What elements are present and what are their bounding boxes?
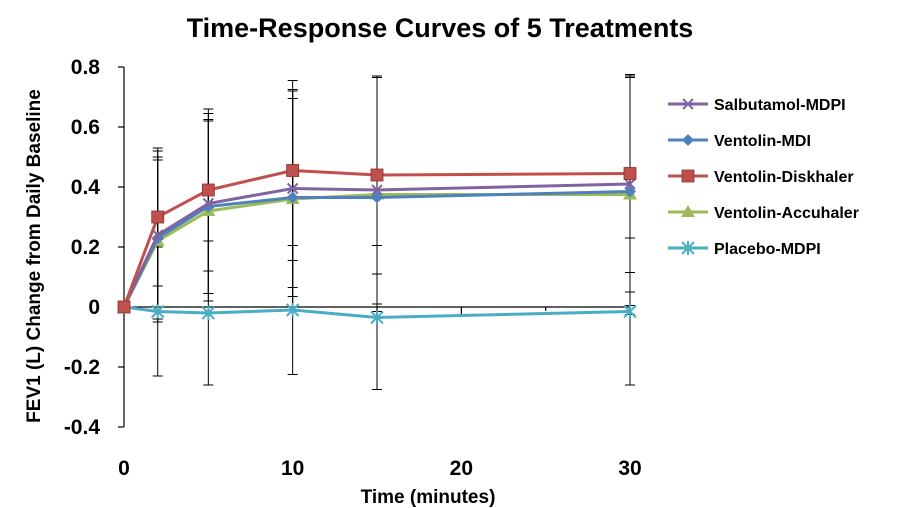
- legend-marker: [681, 169, 695, 183]
- data-point: [623, 304, 637, 319]
- data-point: [286, 191, 299, 204]
- legend-label: Placebo-MDPI: [714, 241, 821, 258]
- data-point: [371, 191, 383, 204]
- legend-label: Ventolin-Accuhaler: [714, 205, 859, 222]
- legend-item: Salbutamol-MDPI: [668, 97, 846, 114]
- data-point: [201, 306, 216, 320]
- data-point: [151, 304, 165, 319]
- legend-marker: [681, 241, 695, 255]
- x-tick-label: 10: [281, 457, 304, 480]
- y-tick-label: 0.6: [71, 116, 100, 139]
- data-point: [624, 185, 636, 198]
- y-tick-label: 0.4: [71, 176, 101, 199]
- legend-marker: [682, 98, 694, 110]
- legend-marker: [681, 205, 695, 217]
- x-tick-label: 0: [118, 457, 130, 480]
- error-bars-3: [152, 74, 635, 287]
- legend-item: Ventolin-MDI: [668, 133, 811, 150]
- series-line-3: [122, 168, 631, 308]
- x-tick-label: 20: [450, 457, 473, 480]
- chart-title: Time-Response Curves of 5 Treatments: [187, 13, 694, 43]
- x-tick-label: 30: [618, 457, 641, 480]
- data-point: [370, 310, 384, 325]
- data-point: [624, 178, 636, 190]
- series-line-5: [123, 305, 631, 320]
- legend-item: Placebo-MDPI: [668, 241, 821, 258]
- data-point: [117, 300, 131, 314]
- y-tick-label: -0.2: [64, 356, 100, 379]
- data-point: [152, 229, 164, 241]
- data-point: [201, 183, 215, 197]
- data-point: [623, 167, 637, 180]
- legend-label: Salbutamol-MDPI: [714, 97, 846, 114]
- legend-item: Ventolin-Accuhaler: [668, 205, 859, 222]
- data-point: [151, 210, 165, 224]
- legend-marker: [682, 134, 694, 146]
- y-tick-label: -0.4: [64, 416, 101, 439]
- data-point: [370, 168, 384, 182]
- y-tick-label: 0: [88, 296, 100, 319]
- plot-area: -0.4 -0.2 0 0.2 0.4 0.6 0.8 0 10 20 30: [64, 56, 642, 480]
- legend-item: Ventolin-Diskhaler: [668, 169, 854, 186]
- data-point: [286, 182, 299, 195]
- data-point: [371, 184, 383, 196]
- legend-label: Ventolin-Diskhaler: [714, 169, 854, 186]
- legend-label: Ventolin-MDI: [714, 133, 811, 150]
- data-point: [286, 164, 300, 177]
- y-tick-label: 0.2: [71, 236, 100, 259]
- data-point: [202, 197, 215, 210]
- y-axis-label: FEV1 (L) Change from Daily Baseline: [24, 89, 45, 423]
- series-line-1: [122, 182, 631, 308]
- data-point: [285, 303, 300, 317]
- x-axis-label: Time (minutes): [361, 487, 496, 508]
- y-tick-label: 0.8: [71, 56, 101, 79]
- legend: Salbutamol-MDPI Ventolin-MDI Ventolin-Disk…: [668, 97, 859, 258]
